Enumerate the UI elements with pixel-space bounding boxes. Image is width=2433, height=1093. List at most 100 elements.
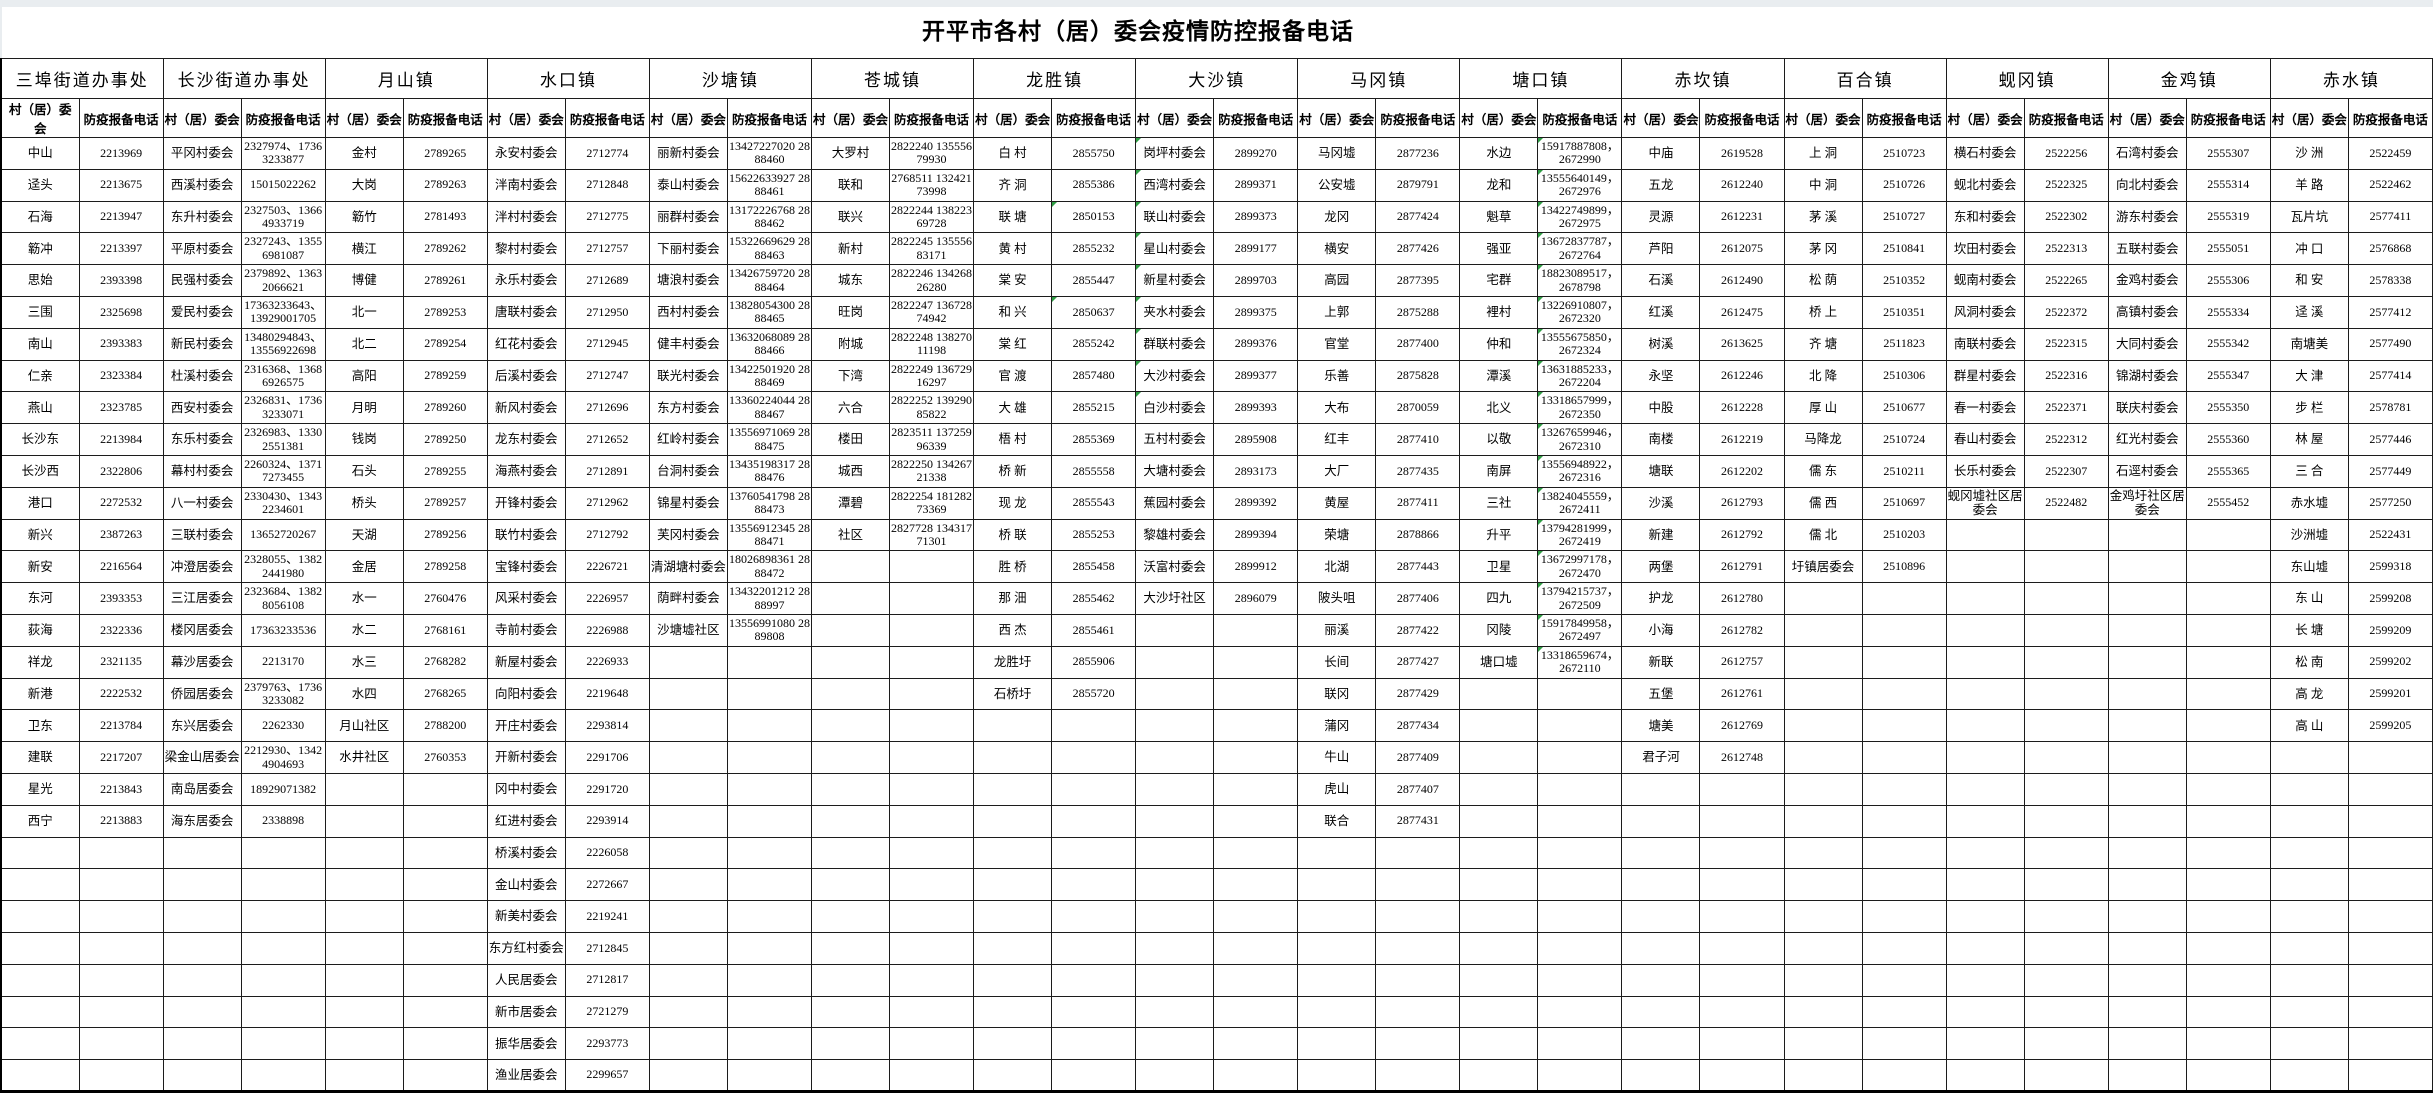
phone-number-cell: 2822246 13426826280 <box>889 264 975 297</box>
village-name-cell <box>973 772 1053 806</box>
village-name-cell <box>2107 709 2187 743</box>
village-name-cell: 向北村委会 <box>2107 168 2187 202</box>
village-name-cell <box>1135 963 1215 997</box>
village-name-cell: 石湾村委会 <box>2107 137 2187 170</box>
village-name-cell: 荫畔村委会 <box>648 582 728 615</box>
phone-number-cell <box>1537 709 1623 743</box>
phone-number-cell <box>726 772 812 806</box>
phone-number-cell: 2768511 13242173998 <box>889 168 975 202</box>
village-name-cell: 南塘美 <box>2269 327 2349 361</box>
village-name-cell: 联和 <box>810 168 891 202</box>
village-name-cell <box>1135 1059 1215 1092</box>
village-name-cell: 新安 <box>0 550 80 584</box>
phone-directory-table: 三埠街道办事处 长沙街道办事处 月山镇 水口镇 沙塘镇 苍城镇 龙胜镇 大沙镇 马冈镇 塘口镇 赤坎… <box>0 58 2433 1093</box>
phone-number-cell: 13794281999，2672419 <box>1537 518 1623 552</box>
village-name-cell: 泮南村委会 <box>486 168 566 202</box>
phone-number-cell: 2899375 <box>1213 295 1299 329</box>
phone-number-cell: 2899912 <box>1213 550 1299 584</box>
village-name-cell <box>1945 804 2025 838</box>
phone-number-cell: 2612228 <box>1699 391 1785 425</box>
village-name-cell: 开锋村委会 <box>486 486 566 520</box>
phone-number-cell <box>78 931 164 965</box>
phone-number-cell <box>240 963 326 997</box>
village-name-cell <box>1945 741 2025 774</box>
phone-number-cell <box>1861 900 1947 933</box>
phone-number-cell: 2857480 <box>1051 359 1137 393</box>
village-name-cell <box>0 995 80 1029</box>
village-name-cell <box>2107 677 2187 711</box>
phone-number-cell <box>240 995 326 1029</box>
village-name-cell: 塘浪村委会 <box>648 264 728 297</box>
group-title-13: 金鸡镇 <box>2107 58 2271 99</box>
phone-number-cell <box>889 645 975 679</box>
table-row: 金山村委会 2272667 <box>0 868 2433 902</box>
phone-number-cell: 2612240 <box>1699 168 1785 202</box>
phone-number-cell: 2896079 <box>1213 582 1299 615</box>
village-name-cell: 黄屋 <box>1297 486 1377 520</box>
village-name-cell <box>648 868 728 902</box>
table-row: 荻海 2322336 楼冈居委会 17363233536 水二 2768161 寺前村委会 2… <box>0 613 2433 647</box>
group-title-4: 沙塘镇 <box>648 58 812 99</box>
village-name-cell: 迳头 <box>0 168 80 202</box>
phone-number-cell: 13426759720 2888464 <box>726 264 812 297</box>
village-name-cell <box>1945 836 2025 870</box>
village-name-cell <box>1621 1027 1701 1061</box>
village-name-cell <box>810 1059 891 1092</box>
phone-number-cell: 2522482 <box>2023 486 2109 520</box>
phone-number-cell: 2219241 <box>564 900 650 933</box>
phone-number-cell <box>2185 645 2271 679</box>
village-name-cell: 步 栏 <box>2269 391 2349 425</box>
village-name-cell: 黎雄村委会 <box>1135 518 1215 552</box>
village-name-cell: 风采村委会 <box>486 582 566 615</box>
village-name-cell <box>1459 1059 1539 1092</box>
village-name-cell: 南山 <box>0 327 80 361</box>
phone-number-cell: 2612791 <box>1699 550 1785 584</box>
phone-number-cell: 2855720 <box>1051 677 1137 711</box>
phone-number-cell: 2899377 <box>1213 359 1299 393</box>
village-name-cell: 联竹村委会 <box>486 518 566 552</box>
village-name-cell <box>2107 1027 2187 1061</box>
village-name-cell: 桥 联 <box>973 518 1053 552</box>
phone-number-cell: 2789260 <box>402 391 488 425</box>
phone-number-cell <box>1213 963 1299 997</box>
phone-number-cell: 2599205 <box>2347 709 2433 743</box>
village-name-cell <box>1621 931 1701 965</box>
phone-number-cell: 15322669629 2888463 <box>726 232 812 266</box>
table-row: 振华居委会 2293773 <box>0 1027 2433 1061</box>
phone-number-cell <box>2347 868 2433 902</box>
village-name-cell: 新建 <box>1621 518 1701 552</box>
village-name-cell <box>1135 868 1215 902</box>
village-name-cell: 厚 山 <box>1783 391 1863 425</box>
village-name-cell: 西湾村委会 <box>1135 168 1215 202</box>
phone-number-cell: 2522325 <box>2023 168 2109 202</box>
village-name-cell <box>1135 995 1215 1029</box>
phone-number-cell: 2213883 <box>78 804 164 838</box>
phone-number-cell: 2555350 <box>2185 391 2271 425</box>
phone-number-cell <box>240 1059 326 1092</box>
table-row: 新兴 2387263 三联村委会 13652720267 天湖 2789256 联竹村委会 2… <box>0 518 2433 552</box>
village-name-cell: 大沙圩社区 <box>1135 582 1215 615</box>
village-name-cell <box>1459 677 1539 711</box>
phone-number-cell: 2577412 <box>2347 295 2433 329</box>
village-name-cell: 幕村村委会 <box>162 454 242 488</box>
phone-number-cell: 18026898361 2888472 <box>726 550 812 584</box>
phone-number-cell: 2510677 <box>1861 391 1947 425</box>
village-name-cell <box>1621 772 1701 806</box>
village-name-cell: 牛山 <box>1297 741 1377 774</box>
village-name-cell: 水四 <box>324 677 404 711</box>
phone-number-cell: 2612202 <box>1699 454 1785 488</box>
village-name-cell: 冲 口 <box>2269 232 2349 266</box>
village-name-cell <box>648 709 728 743</box>
phone-number-cell <box>1213 772 1299 806</box>
phone-number-cell <box>78 868 164 902</box>
village-name-cell: 健丰村委会 <box>648 327 728 361</box>
phone-number-cell <box>1213 868 1299 902</box>
village-name-cell <box>973 900 1053 933</box>
phone-number-cell: 2393398 <box>78 264 164 297</box>
phone-number-cell: 2827728 13431771301 <box>889 518 975 552</box>
phone-number-cell: 2510697 <box>1861 486 1947 520</box>
village-name-cell <box>1783 963 1863 997</box>
phone-number-cell: 2612792 <box>1699 518 1785 552</box>
phone-number-cell <box>726 741 812 774</box>
village-name-cell <box>162 836 242 870</box>
